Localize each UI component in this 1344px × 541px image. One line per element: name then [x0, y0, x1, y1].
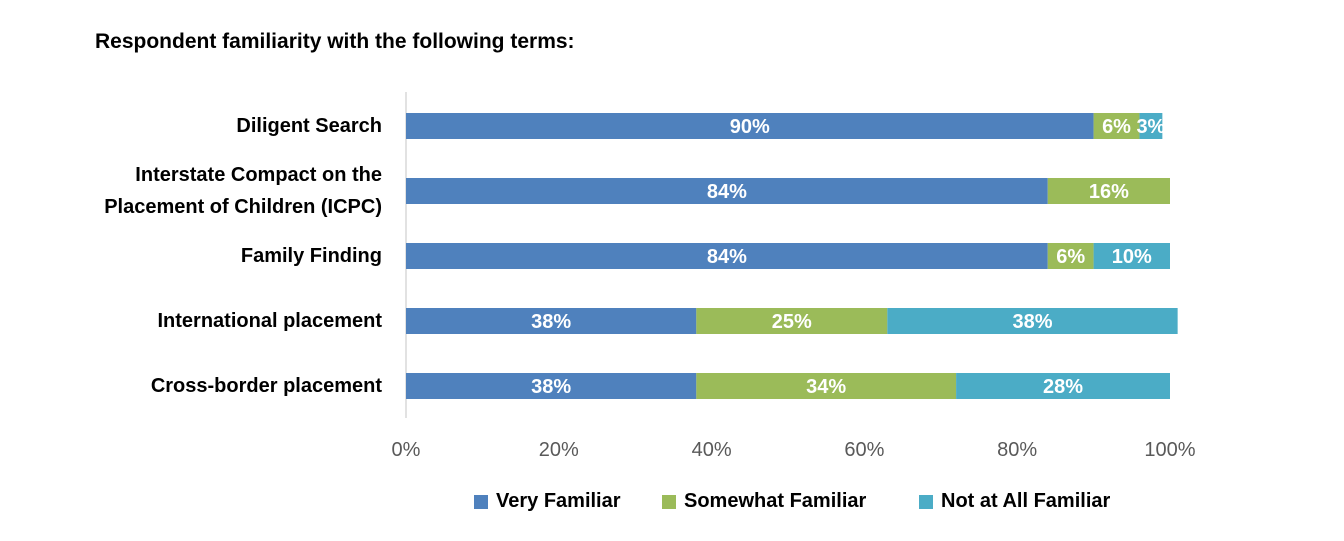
legend-label: Very Familiar [496, 490, 621, 512]
bars [406, 113, 1178, 399]
data-label: 16% [1089, 181, 1129, 203]
legend-swatch [474, 494, 488, 509]
bar-segment [406, 178, 1048, 204]
x-tick-label: 20% [539, 439, 579, 461]
data-label: 28% [1043, 376, 1083, 398]
legend: Very Familiar Somewhat Familiar Not at All… [0, 490, 1344, 520]
legend-item: Somewhat Familiar [662, 490, 866, 513]
chart-title: Respondent familiarity with the followin… [95, 30, 575, 53]
data-label: 34% [806, 376, 846, 398]
category-label: Family Finding [241, 245, 382, 267]
legend-item: Very Familiar [474, 490, 621, 513]
bar-segment [1047, 178, 1170, 204]
x-tick-label: 40% [692, 439, 732, 461]
bar-segment [1093, 113, 1140, 139]
data-label: 84% [707, 246, 747, 268]
bar-segment [406, 308, 697, 334]
bar-segment [696, 308, 888, 334]
x-tick-label: 80% [997, 439, 1037, 461]
data-label: 6% [1102, 116, 1131, 138]
data-label: 38% [1012, 311, 1052, 333]
category-label: International placement [158, 310, 383, 332]
category-labels: Diligent Search Interstate Compact on the… [104, 115, 382, 397]
bar-labels: 90% 6% 3%84% 16%84% 6% 10%38% 25% 38%38% 34% 28% [531, 116, 1165, 398]
legend-swatch [662, 494, 676, 509]
bar-segment [406, 373, 697, 399]
bar-segment [406, 243, 1048, 269]
bar-segment [406, 113, 1094, 139]
bar-segment [1093, 243, 1170, 269]
x-tick-label: 100% [1144, 439, 1195, 461]
x-tick-labels: 0% 20% 40% 60% 80% 100% [392, 439, 1196, 461]
data-label: 38% [531, 311, 571, 333]
category-label: Interstate Compact on the [135, 164, 382, 186]
bar-segment [887, 308, 1178, 334]
x-tick-label: 0% [392, 439, 421, 461]
legend-label: Not at All Familiar [941, 490, 1111, 512]
bar-segment [1047, 243, 1094, 269]
bar-segment [696, 373, 957, 399]
bar-segment [956, 373, 1170, 399]
bar-segment [1139, 113, 1163, 139]
category-label: Cross-border placement [151, 375, 383, 397]
x-tick-label: 60% [844, 439, 884, 461]
legend-label: Somewhat Familiar [684, 490, 867, 512]
category-label: Diligent Search [236, 115, 382, 137]
data-label: 90% [730, 116, 770, 138]
data-label: 3% [1136, 116, 1165, 138]
data-label: 10% [1112, 246, 1152, 268]
category-label: Placement of Children (ICPC) [104, 196, 382, 218]
data-label: 6% [1056, 246, 1085, 268]
legend-item: Not at All Familiar [919, 490, 1110, 513]
data-label: 84% [707, 181, 747, 203]
legend-swatch [919, 494, 933, 509]
data-label: 25% [772, 311, 812, 333]
data-label: 38% [531, 376, 571, 398]
